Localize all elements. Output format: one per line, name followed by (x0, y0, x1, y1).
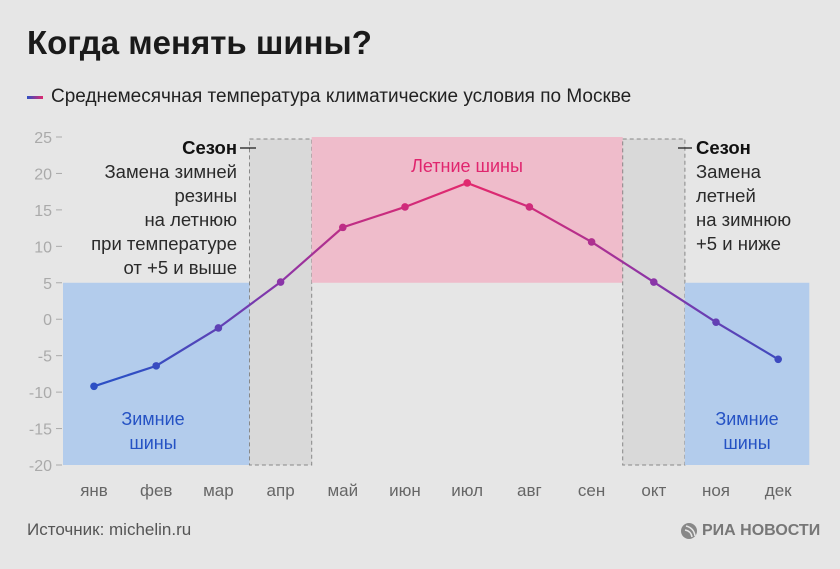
x-tick-label: май (327, 481, 358, 500)
x-tick-label: сен (578, 481, 605, 500)
spring-note-line: резины (174, 185, 237, 206)
y-tick-label: -20 (29, 458, 52, 475)
summer-band-label: Летние шины (411, 156, 523, 176)
data-point (401, 203, 409, 211)
y-tick-label: 5 (43, 276, 52, 293)
source: Источник: michelin.ru (27, 520, 192, 539)
spring-note: Сезон Замена зимней резины на летнюю при… (91, 136, 237, 280)
summer-region (311, 137, 623, 283)
spring-note-line: от +5 и выше (123, 257, 237, 278)
x-tick-label: июн (389, 481, 421, 500)
winter-band-label: Зимние (715, 409, 778, 429)
data-point (650, 278, 658, 286)
data-point (525, 203, 534, 211)
data-point (587, 238, 596, 246)
temperature-line (93, 181, 779, 388)
x-tick-label: ноя (702, 481, 730, 500)
legend-swatch (27, 95, 43, 99)
ria-globe-icon (681, 523, 697, 539)
y-tick-label: 0 (43, 312, 52, 329)
season-region (622, 138, 686, 466)
data-point (214, 324, 223, 332)
x-tick-label: фев (140, 481, 172, 500)
winter-band-label: Зимние (121, 409, 184, 429)
data-point (712, 318, 720, 326)
spring-note-line: при температуре (91, 233, 237, 254)
chart-title: Когда менять шины? (27, 24, 372, 61)
autumn-note-line: +5 и ниже (696, 233, 781, 254)
data-point (90, 382, 98, 391)
data-point (463, 179, 472, 187)
legend: Среднемесячная температура климатические… (27, 86, 631, 108)
x-tick-label: мар (203, 481, 234, 500)
autumn-note-line: летней (696, 185, 756, 206)
winter-band-label: шины (129, 433, 176, 453)
data-point (152, 362, 160, 370)
autumn-note-line: Замена (696, 161, 761, 182)
x-tick-label: апр (267, 481, 295, 500)
x-tick-label: дек (765, 481, 792, 500)
x-tick-label: окт (641, 481, 666, 500)
x-tick-label: июл (451, 481, 483, 500)
x-tick-label: янв (80, 481, 108, 500)
winter-band-label: шины (723, 433, 770, 453)
y-tick-label: 15 (34, 203, 52, 220)
autumn-note: Сезон Замена летней на зимнюю +5 и ниже (696, 136, 791, 256)
y-tick-label: -5 (38, 349, 52, 366)
legend-label: Среднемесячная температура климатические… (51, 86, 632, 107)
ria-logo: РИА НОВОСТИ (680, 522, 820, 540)
data-point (276, 278, 285, 286)
spring-note-heading: Сезон (182, 137, 237, 158)
y-tick-label: -15 (29, 422, 52, 439)
autumn-note-heading: Сезон (696, 137, 751, 158)
logo-text: РИА НОВОСТИ (702, 522, 821, 539)
data-point (774, 355, 782, 364)
autumn-note-line: на зимнюю (696, 209, 792, 230)
x-tick-label: авг (517, 481, 542, 500)
winter-region (684, 282, 810, 465)
y-tick-label: 25 (34, 130, 52, 147)
y-tick-label: -10 (29, 385, 52, 402)
season-region (249, 138, 313, 466)
data-point (339, 223, 347, 232)
spring-note-line: на летнюю (144, 209, 237, 230)
winter-region (63, 282, 250, 465)
y-tick-label: 10 (34, 239, 52, 256)
y-tick-label: 20 (34, 166, 52, 183)
spring-note-line: Замена зимней (104, 161, 238, 182)
